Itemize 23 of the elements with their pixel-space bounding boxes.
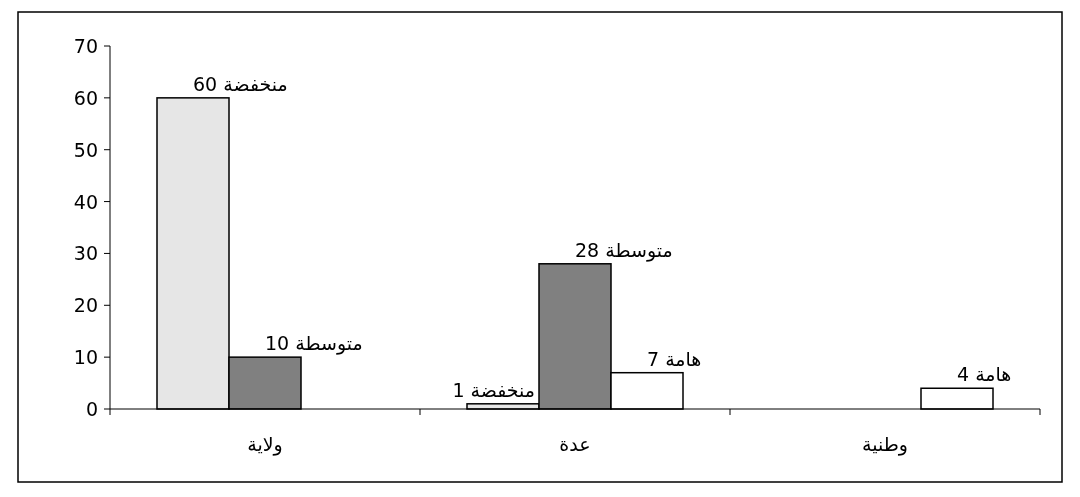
text: منخفضة	[470, 378, 535, 401]
y-tick-label: 20	[73, 294, 98, 317]
data-label: 60	[193, 72, 218, 95]
series-label: متوسطة	[295, 332, 363, 356]
y-tick-label: 50	[73, 138, 98, 161]
series-label: منخفضة	[223, 72, 288, 95]
y-tick-label: 0	[85, 398, 98, 420]
data-label: 28	[575, 238, 600, 261]
y-tick-label: 10	[73, 346, 98, 369]
series-label: هامة	[665, 347, 702, 370]
x-tick-label: وطنية	[862, 433, 908, 456]
data-label: 1	[452, 378, 465, 401]
y-tick-label: 30	[73, 242, 98, 265]
text: متوسطة	[605, 238, 673, 261]
text: هامة	[975, 363, 1012, 386]
y-tick-label: 60	[73, 86, 98, 109]
data-label: 4	[957, 363, 970, 386]
x-tick-label: ولاية	[247, 433, 283, 456]
x-tick-label: عدة	[559, 433, 591, 455]
data-label: 10	[265, 332, 290, 355]
y-tick-label: 70	[73, 35, 98, 57]
data-label: 7	[647, 347, 660, 370]
y-tick-label: 40	[73, 190, 98, 213]
